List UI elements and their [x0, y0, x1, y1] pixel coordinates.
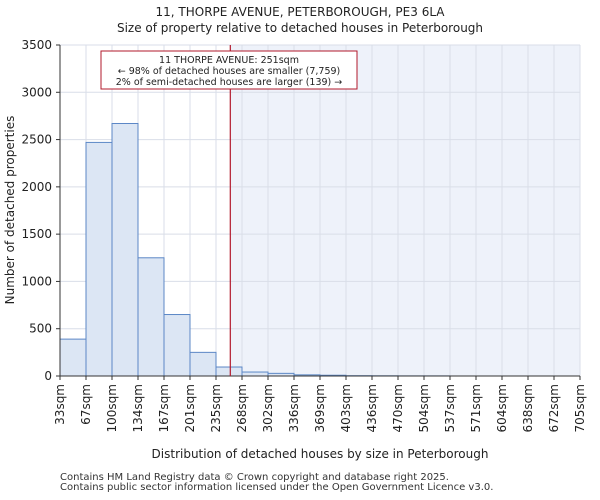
y-tick-label: 2000 — [21, 180, 52, 194]
histogram-bar — [111, 122, 139, 377]
y-tick-label: 3000 — [21, 85, 52, 99]
footer: Contains HM Land Registry data © Crown c… — [60, 473, 493, 493]
x-tick-label: 336sqm — [287, 384, 301, 432]
y-tick-label: 500 — [29, 322, 52, 336]
x-tick-label: 537sqm — [443, 384, 457, 432]
x-tick-label: 604sqm — [495, 384, 509, 432]
x-tick-label: 268sqm — [235, 384, 249, 432]
histogram-bar — [189, 351, 217, 377]
chart-subtitle: Size of property relative to detached ho… — [117, 21, 483, 35]
x-tick-label: 33sqm — [53, 384, 67, 425]
histogram-bar — [137, 257, 165, 377]
histogram-bar — [163, 314, 191, 377]
annotation-line2: ← 98% of detached houses are smaller (7,… — [118, 66, 341, 77]
x-tick-label: 134sqm — [131, 384, 145, 432]
y-axis-title: Number of detached properties — [3, 116, 17, 305]
y-tick-label: 3500 — [21, 38, 52, 52]
annotation-line1: 11 THORPE AVENUE: 251sqm — [159, 55, 299, 66]
x-tick-label: 235sqm — [209, 384, 223, 432]
histogram-bar — [241, 371, 269, 377]
histogram-bar — [215, 366, 243, 377]
plot-area: 0 500 1000 1500 2000 2500 3000 3500 33sqm 67sqm 10… — [21, 38, 587, 432]
x-tick-label: 167sqm — [157, 384, 171, 432]
x-tick-label: 638sqm — [521, 384, 535, 432]
x-tick-label: 67sqm — [79, 384, 93, 425]
annotation-line3: 2% of semi-detached houses are larger (1… — [116, 77, 343, 88]
y-tick-label: 1000 — [21, 274, 52, 288]
x-tick-label: 100sqm — [105, 384, 119, 432]
larger-region-shade — [230, 45, 581, 376]
annotation-box — [100, 50, 358, 90]
x-axis-title: Distribution of detached houses by size … — [152, 447, 489, 461]
x-tick-label: 436sqm — [365, 384, 379, 432]
x-tick-label: 504sqm — [417, 384, 431, 432]
x-tick-label: 201sqm — [183, 384, 197, 432]
footer-line-2: Contains public sector information licen… — [60, 482, 494, 493]
x-tick-label: 672sqm — [547, 384, 561, 432]
x-tick-label: 369sqm — [313, 384, 327, 432]
y-tick-label: 2500 — [21, 133, 52, 147]
x-tick-label: 470sqm — [391, 384, 405, 432]
x-tick-label: 302sqm — [261, 384, 275, 432]
x-tick-label: 571sqm — [469, 384, 483, 432]
histogram-bar — [59, 338, 87, 377]
histogram-bar — [85, 141, 113, 377]
x-tick-label: 403sqm — [339, 384, 353, 432]
y-tick-label: 0 — [44, 369, 52, 383]
chart-title: 11, THORPE AVENUE, PETERBOROUGH, PE3 6LA — [156, 5, 446, 19]
x-tick-label: 705sqm — [573, 384, 587, 432]
y-tick-label: 1500 — [21, 227, 52, 241]
chart-canvas: 11, THORPE AVENUE, PETERBOROUGH, PE3 6LA… — [3, 5, 587, 461]
footer-line-1: Contains HM Land Registry data © Crown c… — [60, 472, 449, 483]
